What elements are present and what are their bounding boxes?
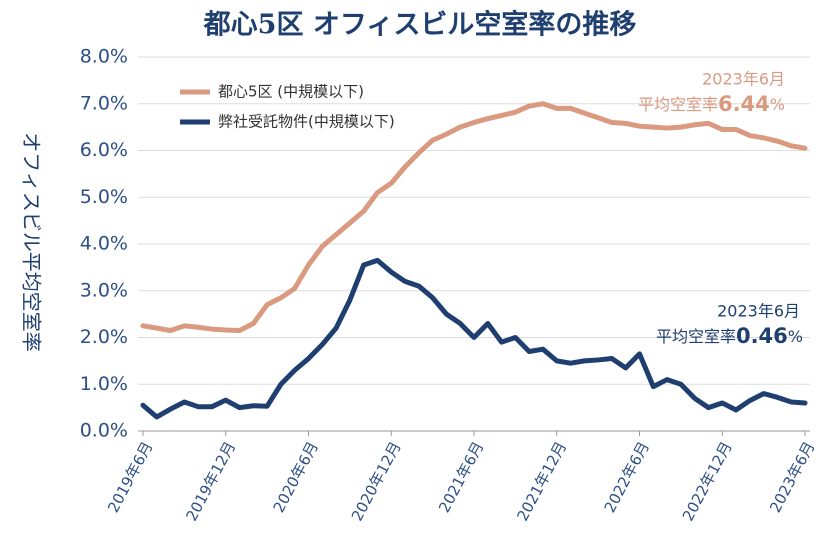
- annotation-unit: %: [770, 95, 785, 114]
- legend-label: 都心5区 (中規模以下): [218, 83, 364, 101]
- series-line: [140, 257, 808, 420]
- x-tick-label: 2022年12月: [679, 439, 736, 525]
- y-tick-label: 6.0%: [80, 139, 128, 161]
- annotation: 平均空室率0.46%: [656, 324, 803, 348]
- annotation: 平均空室率6.44%: [638, 92, 785, 116]
- y-tick-label: 8.0%: [80, 46, 128, 68]
- y-tick-label: 5.0%: [80, 186, 128, 208]
- annotation-label: 平均空室率: [638, 95, 718, 114]
- y-tick-label: 1.0%: [80, 373, 128, 395]
- y-tick-label: 2.0%: [80, 326, 128, 348]
- chart-title: 都心5区 オフィスビル空室率の推移: [203, 9, 637, 41]
- x-tick-label: 2023年6月: [766, 439, 818, 516]
- y-tick-label: 0.0%: [80, 420, 128, 442]
- legend-label: 弊社受託物件(中規模以下): [218, 113, 395, 131]
- x-tick-label: 2020年6月: [270, 439, 322, 516]
- y-axis-label: オフィスビル平均空室率: [20, 132, 44, 352]
- series-line: [140, 101, 808, 333]
- x-tick-label: 2021年12月: [513, 439, 570, 525]
- annotation-date: 2023年6月: [702, 70, 785, 89]
- annotation-date: 2023年6月: [717, 302, 800, 321]
- x-tick-label: 2022年6月: [601, 439, 653, 516]
- y-tick-label: 3.0%: [80, 279, 128, 301]
- x-tick-label: 2019年6月: [104, 439, 156, 516]
- y-tick-label: 4.0%: [80, 233, 128, 255]
- x-tick-label: 2020年12月: [348, 439, 405, 525]
- x-tick-label: 2019年12月: [182, 439, 239, 525]
- annotation-unit: %: [788, 327, 803, 346]
- annotation-label: 平均空室率: [656, 327, 736, 346]
- annotation-value: 6.44: [718, 92, 770, 116]
- x-tick-label: 2021年6月: [435, 439, 487, 516]
- y-tick-label: 7.0%: [80, 92, 128, 114]
- annotation-value: 0.46: [736, 324, 788, 348]
